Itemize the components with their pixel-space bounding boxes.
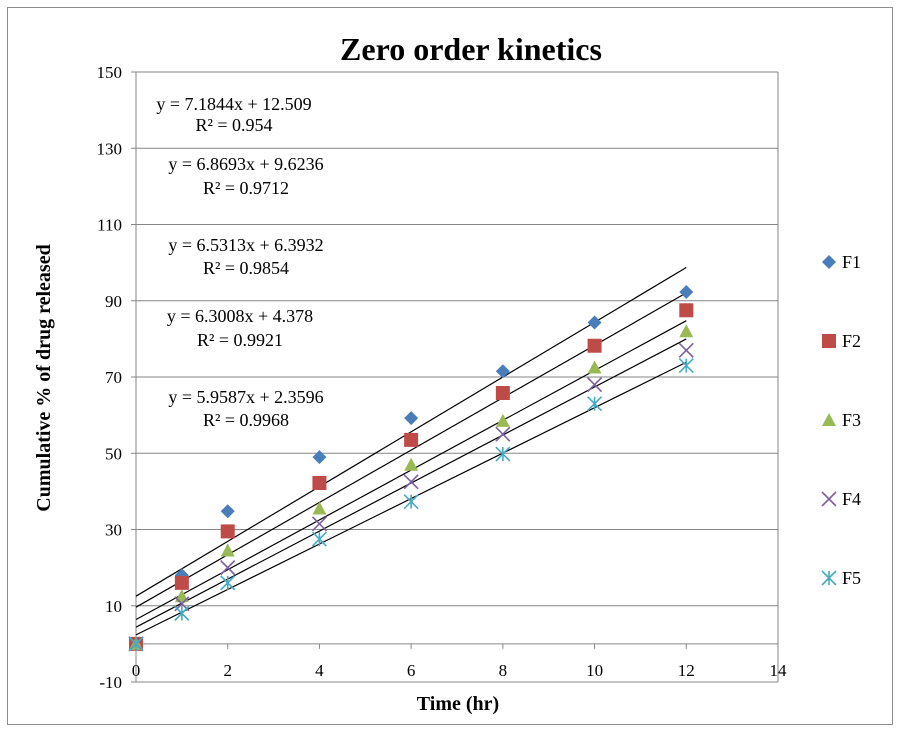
legend-label-f2: F2: [842, 331, 861, 351]
legend-label-f3: F3: [842, 410, 861, 430]
y-tick-label: 110: [97, 216, 122, 235]
legend-label-f4: F4: [842, 489, 861, 509]
data-point-f4: [495, 426, 511, 442]
data-point-f3: [220, 543, 235, 557]
data-point-f1: [587, 315, 602, 330]
r2-label-f5: R² = 0.9968: [203, 410, 289, 430]
equation-label-f4: y = 6.3008x + 4.378: [167, 306, 313, 326]
legend-marker-f3: [822, 413, 836, 426]
legend-marker-f1: [822, 255, 836, 269]
data-point-f2: [404, 432, 419, 447]
trendline-f4: [135, 338, 687, 628]
r2-label-f1: R² = 0.954: [195, 115, 272, 135]
x-tick-label: 10: [586, 661, 603, 680]
data-point-f3: [587, 360, 602, 374]
x-tick-label: 2: [223, 661, 232, 680]
data-point-f5: [678, 357, 694, 374]
y-tick-label: 130: [97, 139, 123, 158]
y-axis-label: Cumulative % of drug released: [33, 244, 55, 511]
data-point-f2: [495, 386, 510, 401]
equation-label-f3: y = 6.5313x + 6.3932: [168, 235, 323, 255]
data-point-f3: [312, 501, 327, 515]
data-point-f5: [311, 531, 327, 547]
data-point-f5: [403, 494, 419, 510]
data-point-f3: [174, 589, 189, 603]
axis-layer: -10 10 30 50 70 90 110 130 150 0 2 4 6 8 10 12 14: [97, 63, 788, 692]
y-tick-label: -10: [99, 673, 122, 692]
data-point-f4: [587, 377, 603, 393]
data-point-f1: [220, 504, 235, 519]
data-point-f2: [220, 524, 235, 539]
data-point-f4: [220, 560, 236, 576]
x-tick-label: 6: [407, 661, 416, 680]
x-axis-label: Time (hr): [417, 693, 499, 715]
r2-label-f4: R² = 0.9921: [197, 330, 283, 350]
data-point-f3: [495, 413, 510, 427]
data-point-f5: [220, 575, 236, 591]
data-point-f4: [678, 342, 694, 358]
data-point-f2: [587, 338, 602, 353]
legend-marker-f2: [822, 334, 836, 348]
data-point-f1: [495, 364, 510, 379]
data-point-f3: [404, 457, 419, 471]
x-tick-label: 8: [499, 661, 508, 680]
y-tick-label: 150: [97, 63, 123, 82]
equation-label-f5: y = 5.9587x + 2.3596: [168, 387, 323, 407]
data-point-f2: [312, 475, 327, 490]
data-point-f2: [679, 303, 694, 318]
y-tick-label: 10: [105, 597, 122, 616]
legend-label-f5: F5: [842, 568, 861, 588]
data-point-f3: [679, 324, 694, 338]
data-point-f5: [174, 605, 190, 621]
data-point-f2: [174, 575, 189, 590]
data-point-f5: [587, 396, 603, 412]
equation-label-f1: y = 7.1844x + 12.509: [156, 94, 311, 114]
legend-marker-f4: [821, 491, 837, 507]
x-tick-label: 12: [678, 661, 695, 680]
x-tick-label: 14: [770, 661, 788, 680]
marker-layer: [128, 284, 694, 652]
r2-label-f2: R² = 0.9712: [203, 178, 289, 198]
data-point-f4: [311, 516, 327, 532]
y-tick-label: 30: [105, 521, 122, 540]
equation-label-f2: y = 6.8693x + 9.6236: [168, 154, 323, 174]
r2-label-f3: R² = 0.9854: [203, 258, 289, 278]
data-point-f1: [679, 284, 694, 299]
y-tick-label: 70: [105, 368, 122, 387]
legend: F1 F2 F3 F4 F5: [821, 252, 861, 588]
data-point-f1: [404, 411, 419, 426]
legend-marker-f5: [821, 570, 837, 586]
x-tick-label: 0: [132, 661, 141, 680]
legend-label-f1: F1: [842, 252, 861, 272]
data-point-f1: [312, 450, 327, 465]
y-tick-label: 50: [105, 444, 122, 463]
data-point-f5: [495, 446, 511, 462]
y-tick-label: 90: [105, 292, 122, 311]
chart-title: Zero order kinetics: [340, 31, 602, 67]
data-point-f5: [128, 636, 144, 652]
data-point-f4: [403, 474, 419, 490]
grid-layer: [136, 71, 779, 683]
x-tick-label: 4: [315, 661, 324, 680]
